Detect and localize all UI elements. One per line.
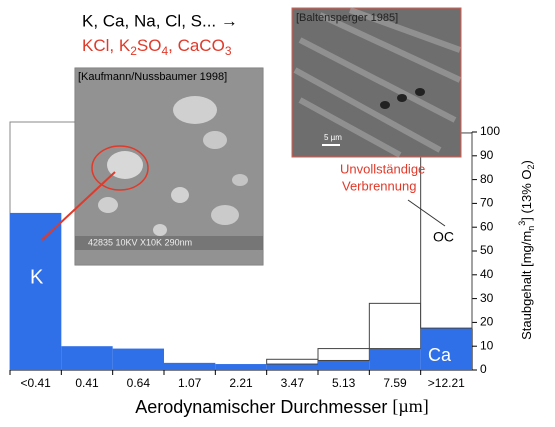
pointer-line [407, 199, 446, 227]
bar-segment [369, 348, 421, 370]
scale-bar: 5 µm [324, 133, 342, 142]
incomplete-note: Unvollständige [340, 161, 425, 176]
source-left: [Kaufmann/Nussbaumer 1998] [78, 71, 227, 83]
bar-segment [420, 328, 472, 370]
y-tick-label: 10 [480, 338, 494, 352]
y-tick-label: 30 [480, 291, 494, 305]
y-tick-label: 100 [480, 124, 500, 138]
label-part: SO [137, 36, 162, 55]
source-right: [Baltensperger 1985] [296, 12, 398, 24]
y-axis-label: Staubgehalt [mg/mn3] (13% O2) [517, 160, 536, 340]
y-tick-label: 20 [480, 315, 494, 329]
bar-segment [317, 348, 370, 361]
y-tick-label: 70 [480, 196, 494, 210]
bar-segment [164, 362, 216, 370]
plot: 0 10 20 30 40 50 60 70 80 90 100 <0.41 0.41 0.64 1.07 2… [9, 124, 500, 390]
label-part: KCl, K [82, 36, 131, 55]
k-label: K [30, 266, 44, 288]
bar-segment [318, 360, 370, 370]
label-part: , CaCO [168, 36, 225, 55]
elements-note: K, Ca, Na, Cl, S... → [82, 11, 238, 30]
y-tick-label: 40 [480, 267, 494, 281]
x-tick-label: 2.21 [229, 376, 253, 390]
x-axis-label: Aerodynamischer Durchmesser [µm] [135, 396, 428, 417]
label-part: n [526, 226, 536, 231]
label-part: ] [423, 396, 429, 416]
y-tick-label: 50 [480, 243, 494, 257]
x-tick-label: >12.21 [428, 376, 465, 390]
y-tick-label: 0 [480, 362, 487, 376]
x-tick-label: 0.64 [127, 376, 151, 390]
label-part: Aerodynamischer Durchmesser [135, 397, 392, 417]
oc-label: OC [433, 229, 454, 245]
label-part: 4 [161, 44, 168, 58]
sem-photo-left: 42835 10KV X10K 290nm [Kaufmann/Nussbaum… [74, 67, 264, 266]
compounds-note: KCl, K2SO4, CaCO3 [82, 36, 232, 58]
bar-segment [10, 212, 62, 370]
y-tick-label: 60 [480, 219, 494, 233]
bar-segment [368, 302, 422, 350]
label-part: µm [398, 396, 422, 416]
label-part: 3 [517, 221, 527, 226]
bar-segment [61, 346, 113, 370]
label-part: ) [519, 160, 534, 164]
label-part: [ [392, 396, 398, 416]
x-tick-label: 0.41 [75, 376, 99, 390]
sem-photo-right: 5 µm [Baltensperger 1985] [291, 7, 462, 158]
bar-segment [112, 348, 164, 370]
sem-info: 42835 10KV X10K 290nm [88, 237, 192, 247]
x-tick-label: <0.41 [20, 376, 51, 390]
label-part: 2 [526, 164, 536, 169]
label-part: 2 [130, 44, 137, 58]
x-tick-label: 7.59 [383, 376, 407, 390]
bar-segment [266, 358, 319, 365]
bar-segment [215, 364, 267, 370]
y-tick-label: 90 [480, 148, 494, 162]
x-tick-label: 5.13 [332, 376, 356, 390]
bar-segment [266, 364, 318, 370]
label-part: 3 [225, 44, 232, 58]
incomplete-note: Verbrennung [342, 178, 416, 193]
pointer-line [41, 171, 116, 241]
x-tick-label: 1.07 [178, 376, 202, 390]
y-tick-label: 80 [480, 172, 494, 186]
bar-segment [420, 132, 473, 329]
x-tick-label: 3.47 [281, 376, 305, 390]
ca-label: Ca [428, 345, 452, 365]
label-part: Staubgehalt [mg/m [519, 231, 534, 340]
label-part: ] (13% O [519, 169, 534, 220]
